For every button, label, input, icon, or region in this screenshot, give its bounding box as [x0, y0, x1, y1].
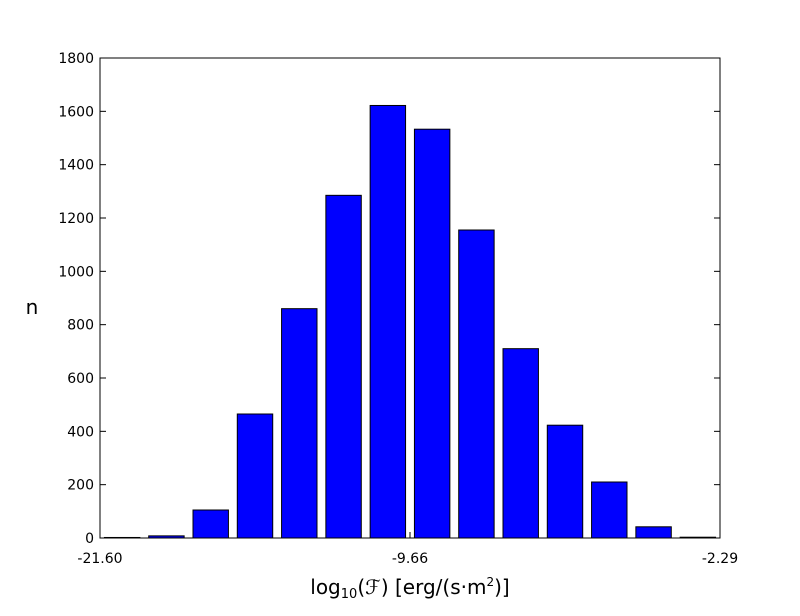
y-axis-title: n	[26, 295, 39, 319]
y-tick-label: 1800	[58, 51, 94, 67]
x-axis-title-variable: (ℱ)	[357, 575, 388, 599]
bar-13	[635, 526, 672, 539]
x-axis-title-subscript: 10	[341, 587, 358, 602]
bar-9	[458, 229, 495, 539]
bar-12	[591, 481, 628, 539]
bar-4	[236, 413, 274, 539]
x-axis-title-superscript: 2	[486, 575, 494, 589]
x-tick-label: -21.60	[77, 551, 122, 567]
bar-7	[369, 104, 407, 539]
bars-group	[103, 104, 717, 539]
y-tick-label: 1200	[58, 211, 94, 227]
y-tick-label: 1000	[58, 264, 94, 280]
bar-3	[192, 509, 229, 539]
y-axis: 0 200 400 600 800 1000 1200 1400 1600 1800	[58, 51, 720, 547]
y-tick-label: 200	[67, 478, 94, 494]
bar-11	[546, 424, 584, 539]
y-tick-label: 0	[85, 531, 94, 547]
y-tick-label: 800	[67, 318, 94, 334]
x-axis-title: log10(ℱ) [erg/(s·m2)]	[310, 575, 509, 602]
y-tick-label: 1600	[58, 104, 94, 120]
bar-8	[413, 128, 451, 539]
y-tick-label: 400	[67, 424, 94, 440]
x-axis: -21.60 -9.66 -2.29	[77, 532, 738, 567]
bar-6	[325, 194, 362, 539]
x-tick-label: -9.66	[392, 551, 428, 567]
bar-10	[502, 348, 539, 539]
y-tick-label: 1400	[58, 158, 94, 174]
bar-5	[281, 308, 318, 539]
y-tick-label: 600	[67, 371, 94, 387]
plot-frame	[99, 57, 721, 539]
x-tick-label: -2.29	[702, 551, 738, 567]
